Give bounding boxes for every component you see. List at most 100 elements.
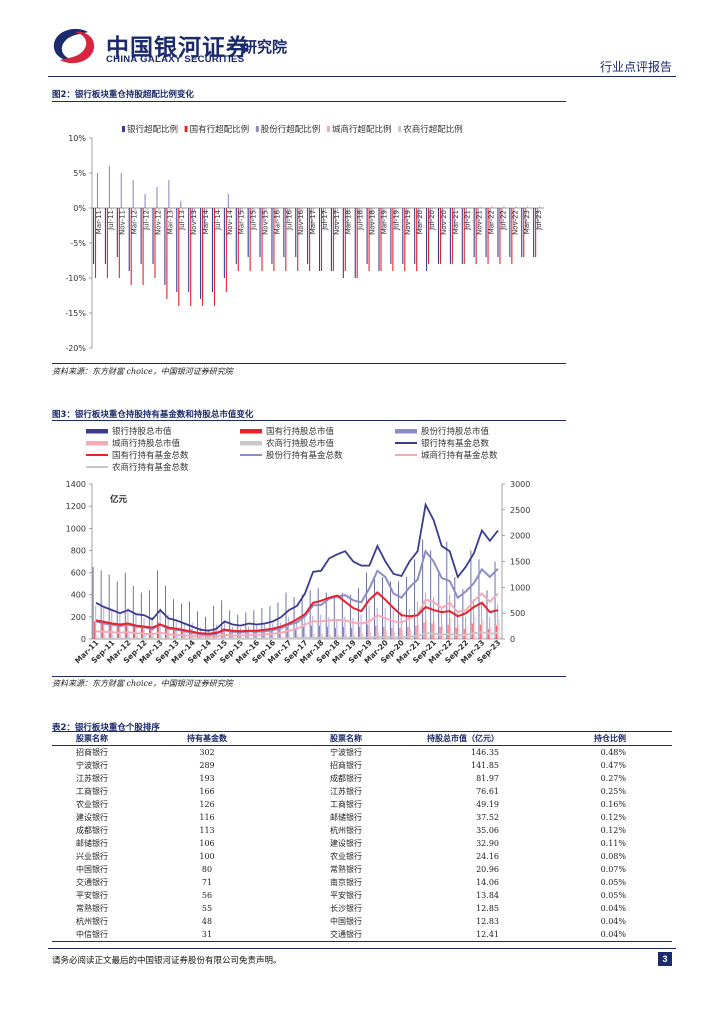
bar-1 [142, 208, 144, 285]
x-tick-label: Mar-20 [416, 210, 424, 234]
x-tick-label: Jul-20 [428, 210, 436, 231]
value-bar-0 [382, 577, 383, 639]
cell-position-ratio: 0.05% [600, 891, 626, 900]
cell-market-value: 81.97 [476, 774, 499, 783]
cell-position-ratio: 0.48% [600, 748, 626, 757]
cell-stock-name-2: 南京银行 [330, 878, 362, 887]
legend-swatch-1 [184, 126, 188, 132]
value-bar-2 [376, 608, 378, 639]
bar-3 [217, 208, 219, 212]
legend-swatch-1 [240, 429, 262, 434]
cell-fund-count: 100 [199, 852, 215, 861]
value-bar-1 [447, 624, 449, 639]
value-bar-0 [470, 550, 472, 639]
bar-3 [301, 208, 303, 212]
value-bar-2 [473, 599, 474, 639]
value-bar-3 [434, 621, 436, 639]
value-bar-3 [370, 631, 371, 639]
bar-3 [515, 205, 517, 208]
bar-3 [443, 208, 445, 209]
table-row: 交通银行 71 南京银行 14.06 0.05% [52, 876, 672, 889]
legend-label-3: 城商行持股总市值 [112, 438, 181, 449]
x-tick-label: Jul-21 [464, 210, 472, 231]
bar-2 [144, 194, 146, 208]
cell-fund-count: 31 [201, 930, 213, 939]
value-bar-1 [319, 625, 320, 639]
cell-market-value: 12.83 [476, 917, 499, 926]
cell-stock-name-2: 农业银行 [330, 852, 362, 861]
table-row: 工商银行 166 江苏银行 76.61 0.25% [52, 785, 672, 798]
value-bar-3 [169, 635, 170, 639]
y-left-tick-label: 0 [81, 635, 86, 644]
table-row: 常熟银行 55 长沙银行 12.85 0.04% [52, 902, 672, 915]
cell-stock-name: 招商银行 [76, 748, 108, 757]
holdings-ranking-table: 股票名称 持有基金数 股票名称 持股总市值（亿元） 持仓比例 招商银行 302 宁波… [52, 731, 672, 942]
bar-2 [156, 187, 158, 208]
cell-position-ratio: 0.47% [600, 761, 626, 770]
value-bar-2 [320, 614, 322, 639]
cell-stock-name-2: 建设银行 [330, 839, 362, 848]
x-tick-label: Jul-14 [214, 209, 222, 230]
value-bar-0 [293, 596, 295, 639]
value-bar-4 [451, 635, 453, 639]
cell-position-ratio: 0.16% [600, 800, 626, 809]
value-bar-4 [499, 636, 501, 639]
cell-fund-count: 126 [199, 800, 215, 809]
cell-position-ratio: 0.05% [600, 878, 626, 887]
legend-label-0: 银行超配比例 [127, 124, 178, 135]
value-bar-1 [375, 625, 377, 639]
cell-stock-name-2: 常熟银行 [330, 865, 362, 874]
bar-2 [287, 208, 289, 222]
cell-stock-name: 邮储银行 [76, 839, 108, 848]
value-bar-1 [190, 629, 192, 639]
bar-0 [437, 208, 440, 264]
cell-market-value: 146.35 [471, 748, 499, 757]
value-bar-2 [312, 615, 314, 639]
bar-2 [453, 208, 455, 229]
bar-1 [130, 208, 132, 285]
bar-3 [455, 208, 457, 209]
bar-1 [118, 208, 120, 278]
y-tick-label: 5% [73, 169, 86, 178]
bar-2 [370, 208, 372, 229]
value-bar-1 [158, 622, 160, 639]
x-tick-label: Mar-16 [273, 209, 281, 234]
cell-stock-name: 中国银行 [76, 865, 108, 874]
legend-label-2: 股份行持股总市值 [421, 426, 490, 437]
bar-1 [309, 208, 311, 271]
value-bar-0 [446, 541, 448, 639]
value-bar-4 [387, 637, 389, 639]
bar-3 [420, 208, 422, 210]
legend-label-3: 城商行超配比例 [332, 124, 392, 135]
legend-swatch-4 [398, 126, 402, 132]
cell-stock-name: 中信银行 [76, 930, 108, 939]
value-bar-3 [498, 619, 500, 639]
value-bar-0 [357, 588, 359, 639]
value-bar-2 [95, 605, 97, 639]
bar-1 [190, 208, 192, 306]
bar-0 [521, 208, 523, 257]
institute-label: 研究院 [242, 38, 288, 56]
value-bar-4 [331, 638, 332, 639]
value-bar-2 [481, 602, 483, 639]
bar-2 [382, 208, 384, 229]
cell-stock-name: 宁波银行 [76, 761, 108, 770]
bar-2 [418, 208, 420, 229]
value-bar-3 [305, 634, 307, 639]
bar-1 [202, 208, 204, 306]
bar-0 [152, 208, 154, 264]
x-tick-label: Nov-19 [404, 210, 412, 235]
bar-1 [404, 208, 406, 271]
value-bar-3 [209, 636, 211, 639]
value-bar-0 [366, 572, 367, 639]
legend-label-8: 城商行持有基金总数 [421, 450, 498, 461]
x-tick-label: Jul-12 [143, 210, 151, 231]
cell-market-value: 14.06 [476, 878, 499, 887]
legend-label-1: 国有行持股总市值 [266, 426, 335, 437]
table2-caption: 表2：银行板块重仓个股排序 [52, 723, 160, 733]
y-right-tick-label: 1500 [510, 558, 530, 567]
legend-label-1: 国有行超配比例 [190, 124, 250, 135]
bar-3 [241, 208, 243, 212]
cell-position-ratio: 0.12% [600, 813, 626, 822]
